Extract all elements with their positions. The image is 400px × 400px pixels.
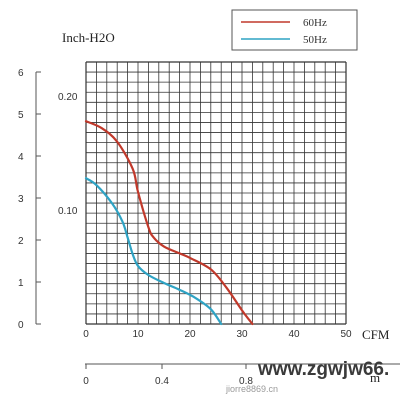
series-group	[84, 120, 254, 326]
x-tick-label: 10	[132, 329, 144, 340]
y-axis-label: Inch-H2O	[62, 30, 115, 45]
left-tick-label: 2	[18, 236, 24, 247]
x-tick-label: 30	[236, 329, 248, 340]
left-y-ticks: 0 1 2 3 4 5 6	[18, 68, 41, 331]
x-tick-label: 0	[83, 329, 89, 340]
grid	[85, 61, 347, 325]
inner-y-ticks: 0.10 0.20	[58, 92, 78, 217]
legend-label-50hz: 50Hz	[303, 34, 327, 46]
watermark-text: www.zgwjw66.	[257, 359, 389, 380]
secondary-x-ticks: 0 0.4 0.8	[83, 364, 253, 387]
x-tick-labels: 0 10 20 30 40 50	[83, 329, 352, 340]
left-tick-label: 6	[18, 68, 24, 79]
inner-tick-label: 0.10	[58, 206, 78, 217]
x-axis-label: CFM	[362, 327, 390, 342]
x-tick-label: 20	[184, 329, 196, 340]
left-tick-label: 0	[18, 320, 24, 331]
x-tick-label: 50	[340, 329, 352, 340]
left-tick-label: 4	[18, 152, 24, 163]
x2-tick-label: 0.8	[239, 376, 253, 387]
legend-label-60hz: 60Hz	[303, 17, 327, 29]
x2-tick-label: 0	[83, 376, 89, 387]
x-tick-label: 40	[288, 329, 300, 340]
legend-box	[231, 9, 358, 51]
secondary-x-label: m	[370, 370, 380, 385]
series-line-50hz	[84, 177, 223, 326]
inner-tick-label: 0.20	[58, 92, 78, 103]
legend: 60Hz 50Hz	[231, 9, 358, 51]
series-line-60hz	[84, 120, 254, 326]
x2-tick-label: 0.4	[155, 376, 169, 387]
left-tick-label: 5	[18, 110, 24, 121]
left-tick-label: 3	[18, 194, 24, 205]
left-tick-label: 1	[18, 278, 24, 289]
watermark-subtext: jiorre8869.cn	[225, 384, 278, 394]
